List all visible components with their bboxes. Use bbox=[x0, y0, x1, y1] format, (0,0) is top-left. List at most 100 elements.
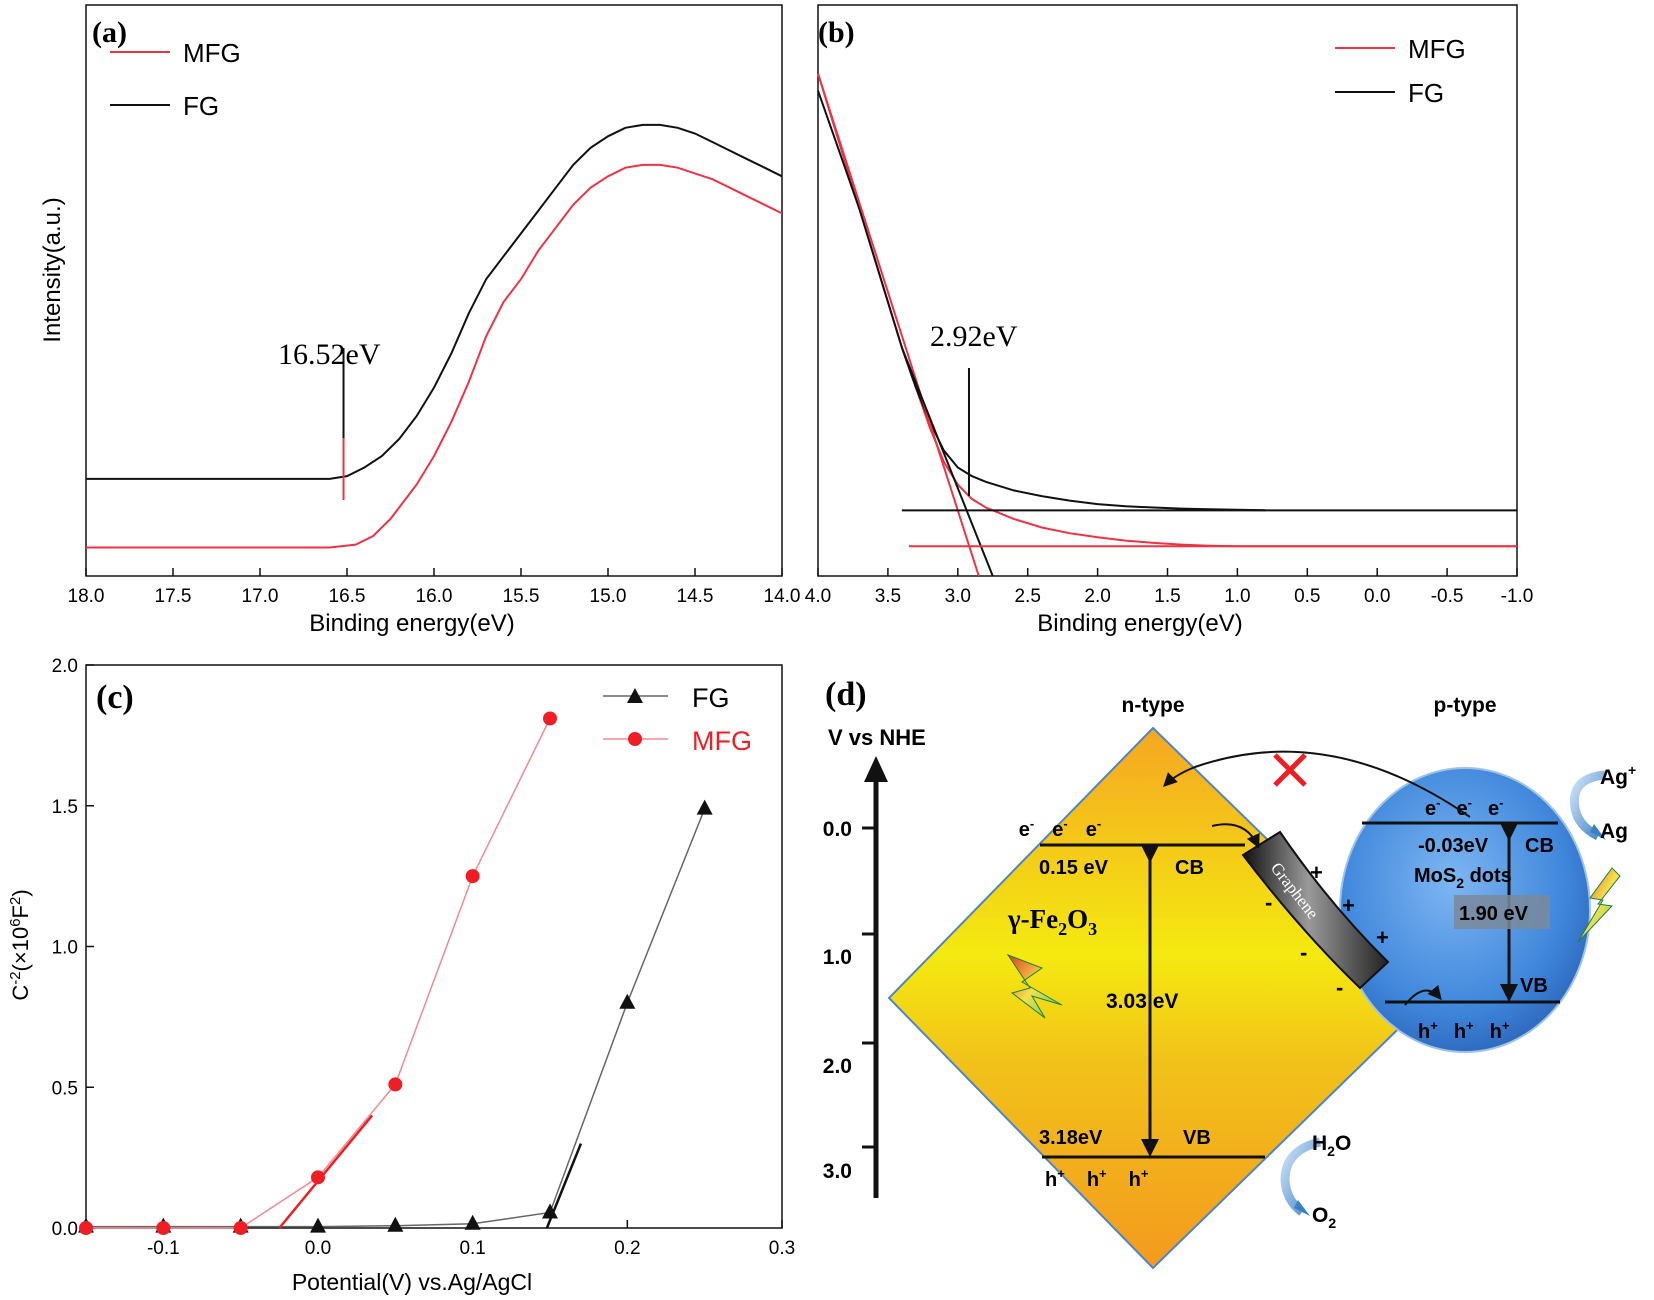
panel-c-axes: -0.1 0.0 0.1 0.2 0.3 0.0 0.5 1.0 1.5 2.0 bbox=[52, 656, 796, 1259]
plus-sign: + bbox=[1342, 893, 1355, 918]
energy-tick-label: 0.0 bbox=[823, 818, 852, 841]
x-tick-label: 17.0 bbox=[242, 586, 279, 607]
graphene-sheet bbox=[1241, 830, 1390, 990]
data-point-fg bbox=[696, 799, 713, 815]
panel-a-ylabel: Intensity(a.u.) bbox=[39, 197, 66, 342]
x-tick-label: 15.0 bbox=[590, 586, 627, 607]
minus-sign: - bbox=[1300, 940, 1307, 965]
extrapolation-mfg bbox=[278, 1114, 374, 1229]
fe2o3-gap-value: 3.03 eV bbox=[1106, 990, 1178, 1013]
mos2-holes: h+ h+ h+ bbox=[1418, 1018, 1510, 1043]
fe2o3-electrons: e-e-e- bbox=[1019, 816, 1101, 841]
panel-b-legend-fg: FG bbox=[1408, 78, 1444, 108]
mos2-gap-value-box bbox=[1454, 895, 1550, 929]
x-tick-label: 3.5 bbox=[875, 586, 901, 607]
panel-a-legend-mfg: MFG bbox=[183, 38, 241, 68]
graphene-to-vb-arrow bbox=[1404, 984, 1442, 1006]
data-point-fg bbox=[619, 993, 636, 1009]
cb-to-graphene-arrow bbox=[1211, 823, 1260, 849]
panel-c-legend-mfg-marker bbox=[628, 732, 642, 746]
x-tick-label: 2.5 bbox=[1014, 586, 1040, 607]
x-tick-label: -0.1 bbox=[147, 1238, 180, 1259]
panel-d-label: (d) bbox=[825, 676, 867, 713]
minus-sign: - bbox=[1336, 975, 1343, 1000]
fe2o3-cb-label: CB bbox=[1175, 857, 1204, 879]
data-point-fg bbox=[387, 1216, 404, 1232]
plus-sign: + bbox=[1376, 925, 1389, 950]
x-tick-label: 0.0 bbox=[1364, 586, 1390, 607]
data-point-fg bbox=[542, 1203, 558, 1219]
mos2-electrons: e-e-e- bbox=[1425, 795, 1503, 820]
series-line-mfg bbox=[86, 718, 551, 1229]
ag-ion-label: Ag+ bbox=[1600, 762, 1636, 789]
panel-b-axes: 4.0 3.5 3.0 2.5 2.0 1.5 1.0 0.5 0.0 -0.5 -1.0 bbox=[805, 4, 1534, 607]
energy-tick-label: 3.0 bbox=[823, 1160, 852, 1183]
fe2o3-vb-label: VB bbox=[1183, 1127, 1211, 1149]
tangent-line-mfg bbox=[817, 73, 980, 577]
x-tick-label: 0.1 bbox=[459, 1238, 485, 1259]
energy-tick-label: 2.0 bbox=[823, 1055, 852, 1078]
series-line-fg bbox=[86, 808, 706, 1228]
x-tick-label: 16.0 bbox=[416, 586, 453, 607]
extrapolation-fg bbox=[545, 1143, 583, 1229]
data-point-mfg bbox=[311, 1170, 325, 1185]
panel-a-annotation: 16.52eV bbox=[278, 338, 381, 371]
data-point-mfg bbox=[79, 1221, 93, 1235]
x-tick-label: 18.0 bbox=[68, 586, 105, 607]
series-line-mfg bbox=[817, 73, 1517, 548]
data-point-mfg bbox=[233, 1221, 248, 1235]
data-point-mfg bbox=[156, 1221, 171, 1235]
mos2-cb-label: CB bbox=[1525, 835, 1554, 857]
y-tick-label: 1.0 bbox=[52, 938, 78, 959]
x-tick-label: 1.0 bbox=[1224, 586, 1250, 607]
series-line-mfg bbox=[86, 163, 783, 549]
panel-b-xlabel: Binding energy(eV) bbox=[1037, 610, 1242, 637]
x-tick-label: 0.0 bbox=[305, 1238, 331, 1259]
y-tick-label: 0.5 bbox=[52, 1078, 78, 1099]
x-tick-label: 16.5 bbox=[329, 586, 366, 607]
x-tick-label: 0.5 bbox=[1294, 586, 1320, 607]
blocked-cross-icon bbox=[1273, 753, 1307, 787]
panel-a-xlabel: Binding energy(eV) bbox=[309, 610, 514, 637]
x-tick-label: -1.0 bbox=[1501, 586, 1534, 607]
ag-reduction-arrowhead bbox=[1590, 824, 1606, 840]
x-tick-label: 0.2 bbox=[614, 1238, 640, 1259]
fe2o3-holes: h+ h+ h+ bbox=[1045, 1166, 1149, 1191]
energy-tick-label: 1.0 bbox=[823, 946, 852, 969]
x-tick-label: -0.5 bbox=[1431, 586, 1464, 607]
electron-transfer-arrow bbox=[1163, 750, 1471, 818]
x-tick-label: 1.5 bbox=[1154, 586, 1180, 607]
panel-a-label: (a) bbox=[92, 16, 127, 49]
energy-axis-title: V vs NHE bbox=[828, 725, 926, 750]
panel-b-legend-mfg: MFG bbox=[1408, 34, 1466, 64]
fe2o3-vb-value: 3.18eV bbox=[1039, 1127, 1103, 1149]
light-bolt-icon bbox=[1577, 867, 1621, 943]
panel-b-label: (b) bbox=[818, 16, 855, 49]
y-tick-label: 1.5 bbox=[52, 797, 78, 818]
water-oxidation-arrow bbox=[1280, 1137, 1322, 1216]
panel-c-legend-fg: FG bbox=[692, 683, 730, 713]
fe2o3-formula: γ-Fe2O3 bbox=[1007, 904, 1097, 939]
data-point-mfg bbox=[465, 869, 480, 884]
plus-sign: + bbox=[1310, 860, 1323, 885]
panel-b-annotation: 2.92eV bbox=[930, 320, 1018, 353]
panel-c-ylabel: C-2(×106F2) bbox=[7, 889, 33, 1000]
data-point-mfg bbox=[543, 711, 557, 726]
tangent-line-fg bbox=[900, 347, 994, 577]
data-point-fg bbox=[310, 1217, 326, 1233]
x-tick-label: 15.5 bbox=[503, 586, 540, 607]
series-line-fg bbox=[817, 90, 1266, 512]
panel-c-legend-mfg: MFG bbox=[692, 726, 752, 756]
x-tick-label: 4.0 bbox=[805, 586, 831, 607]
x-tick-label: 17.5 bbox=[155, 586, 192, 607]
panel-a-legend-fg: FG bbox=[183, 91, 219, 121]
o2-label: O2 bbox=[1312, 1204, 1336, 1231]
panel-c-legend-fg-marker bbox=[627, 688, 643, 703]
mos2-formula: MoS2 dots bbox=[1414, 865, 1512, 891]
energy-axis-arrowhead bbox=[864, 756, 888, 782]
mos2-cb-value: -0.03eV bbox=[1418, 835, 1489, 857]
mos2-gap-value: 1.90 eV bbox=[1459, 903, 1529, 925]
water-oxidation-arrowhead bbox=[1294, 1200, 1310, 1216]
data-point-fg bbox=[464, 1214, 481, 1230]
